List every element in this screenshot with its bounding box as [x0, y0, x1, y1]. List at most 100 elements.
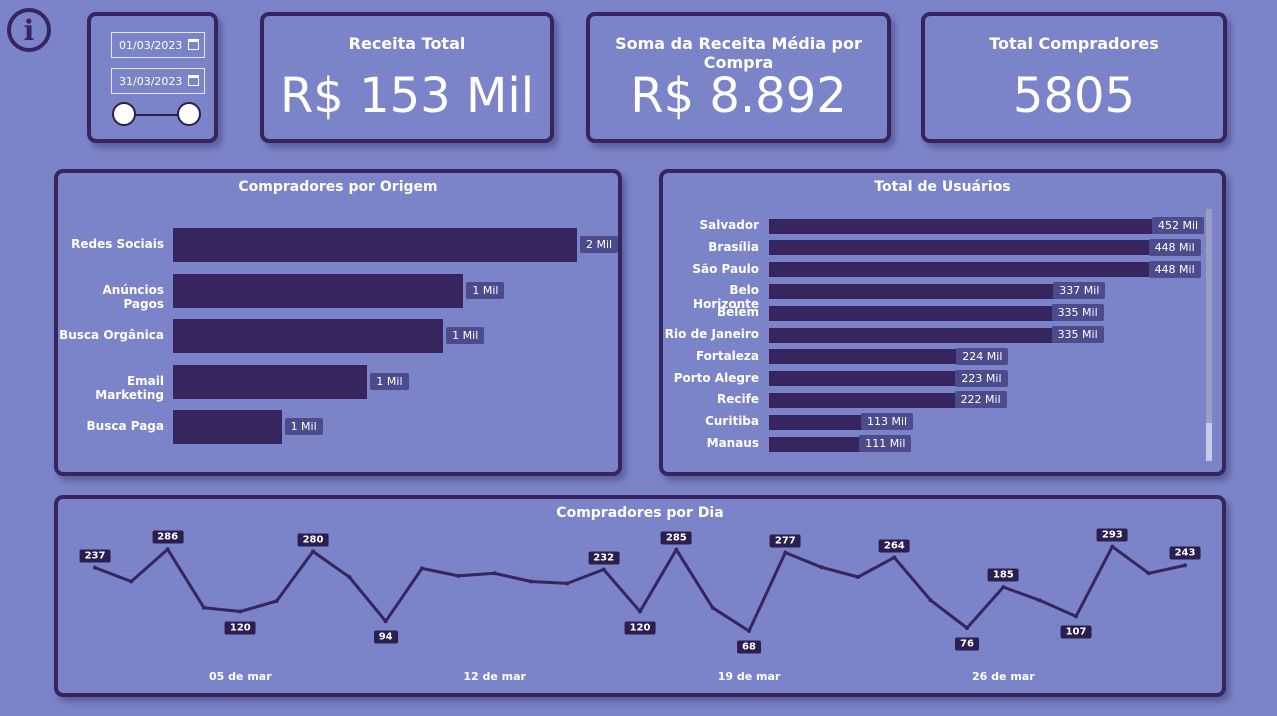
data-point[interactable] [202, 605, 206, 610]
kpi-value: R$ 153 Mil [279, 68, 535, 124]
end-date-value: 31/03/2023 [119, 74, 183, 88]
bar[interactable] [769, 218, 1157, 234]
data-label: 1 Mil [284, 418, 323, 435]
date-range-slider-track[interactable] [125, 114, 189, 116]
data-label: 448 Mil [1148, 260, 1201, 278]
kpi-title: Soma da Receita Média por Compra [615, 34, 862, 72]
calendar-icon[interactable] [188, 39, 199, 50]
data-point[interactable] [638, 609, 642, 614]
data-point[interactable] [1146, 571, 1151, 576]
data-point[interactable] [347, 575, 352, 579]
bar[interactable] [769, 349, 962, 365]
info-button[interactable]: i [7, 8, 51, 52]
start-date-input[interactable]: 01/03/2023 [111, 32, 205, 58]
data-point[interactable] [311, 549, 315, 554]
calendar-icon[interactable] [188, 75, 199, 86]
point-value-label: 232 [588, 551, 620, 564]
data-point[interactable] [129, 579, 134, 584]
data-point[interactable] [819, 565, 824, 570]
kpi-value: 5805 [1012, 68, 1136, 124]
chart-total-usuarios: Total de Usuários Salvador 452 Mil Brasíli… [659, 169, 1226, 476]
point-value-label: 120 [224, 621, 256, 634]
chart-title: Total de Usuários [874, 179, 1011, 195]
data-label: 223 Mil [955, 369, 1008, 387]
point-value-label: 285 [660, 531, 692, 545]
point-value-label: 120 [624, 621, 656, 634]
scrollbar-thumb[interactable] [1206, 209, 1212, 423]
data-point[interactable] [420, 566, 424, 571]
data-label: 2 Mil [580, 236, 619, 253]
data-point[interactable] [965, 626, 969, 630]
chart-compradores-dia: Compradores por Dia 237 286 120 280 94 232 120… [54, 495, 1226, 697]
bar[interactable] [769, 392, 960, 408]
data-point[interactable] [1001, 585, 1006, 590]
data-point[interactable] [93, 565, 97, 570]
date-range-start-handle[interactable] [112, 102, 136, 126]
bar-category-label: Fortaleza [695, 348, 759, 363]
bar[interactable] [173, 228, 577, 262]
data-label: 224 Mil [956, 347, 1009, 365]
bar-category-label: Busca Paga [86, 419, 164, 433]
bar[interactable] [769, 262, 1154, 278]
bar-category-label: Belo Horizonte [693, 283, 759, 312]
data-point[interactable] [710, 605, 715, 610]
bar[interactable] [769, 436, 865, 452]
data-point[interactable] [856, 575, 860, 579]
data-point[interactable] [565, 581, 570, 586]
data-point[interactable] [1074, 614, 1078, 619]
data-point[interactable] [783, 550, 788, 555]
scrollbar[interactable] [1206, 209, 1212, 461]
data-point[interactable] [529, 579, 533, 584]
end-date-input[interactable]: 31/03/2023 [111, 68, 205, 94]
bar[interactable] [173, 410, 282, 444]
kpi-card-total-compradores: Total Compradores 5805 [921, 12, 1227, 143]
bar[interactable] [173, 319, 444, 353]
data-point[interactable] [1183, 563, 1187, 568]
x-axis-tick-label: 12 de mar [463, 670, 526, 683]
point-value-label: 107 [1060, 625, 1092, 639]
x-axis-tick-label: 05 de mar [209, 670, 272, 683]
data-point[interactable] [383, 619, 388, 624]
data-point[interactable] [747, 629, 751, 633]
start-date-value: 01/03/2023 [119, 38, 183, 52]
bar-category-label: Recife [717, 392, 759, 407]
bar[interactable] [769, 240, 1154, 256]
point-value-label: 243 [1169, 546, 1201, 560]
x-axis-tick-label: 19 de mar [717, 670, 781, 683]
point-value-label: 264 [878, 539, 910, 552]
bar-category-label: Brasília [708, 239, 759, 254]
bar-category-label: Belém [716, 305, 759, 320]
data-point[interactable] [165, 547, 170, 552]
bar[interactable] [769, 283, 1059, 299]
point-value-label: 68 [737, 640, 761, 654]
data-label: 335 Mil [1051, 304, 1104, 322]
point-value-label: 280 [297, 533, 329, 546]
bar[interactable] [769, 305, 1057, 321]
data-point[interactable] [674, 547, 679, 552]
bar[interactable] [769, 327, 1057, 343]
date-range-end-handle[interactable] [177, 102, 201, 126]
data-point[interactable] [492, 571, 497, 576]
bar[interactable] [769, 414, 866, 430]
data-label: 1 Mil [446, 327, 485, 344]
bar[interactable] [769, 371, 961, 387]
data-point[interactable] [892, 555, 897, 560]
data-label: 337 Mil [1053, 282, 1106, 300]
bar-category-label: Busca Orgânica [59, 328, 164, 342]
bar[interactable] [173, 364, 368, 399]
data-point[interactable] [1037, 598, 1042, 603]
data-point[interactable] [928, 598, 933, 603]
bar-category-label: Salvador [699, 218, 759, 232]
data-point[interactable] [456, 573, 461, 578]
chart-title: Compradores por Dia [556, 505, 724, 521]
point-value-label: 185 [987, 568, 1019, 582]
data-point[interactable] [1110, 544, 1115, 549]
bar-category-label: Rio de Janeiro [664, 327, 759, 341]
bar-category-label: Manaus [706, 436, 759, 450]
data-point[interactable] [601, 567, 606, 572]
bar[interactable] [173, 273, 464, 308]
bar-category-label: Porto Alegre [673, 370, 759, 385]
data-point[interactable] [238, 609, 243, 614]
data-point[interactable] [274, 599, 279, 603]
kpi-card-receita-media: Soma da Receita Média por Compra R$ 8.89… [586, 12, 891, 143]
